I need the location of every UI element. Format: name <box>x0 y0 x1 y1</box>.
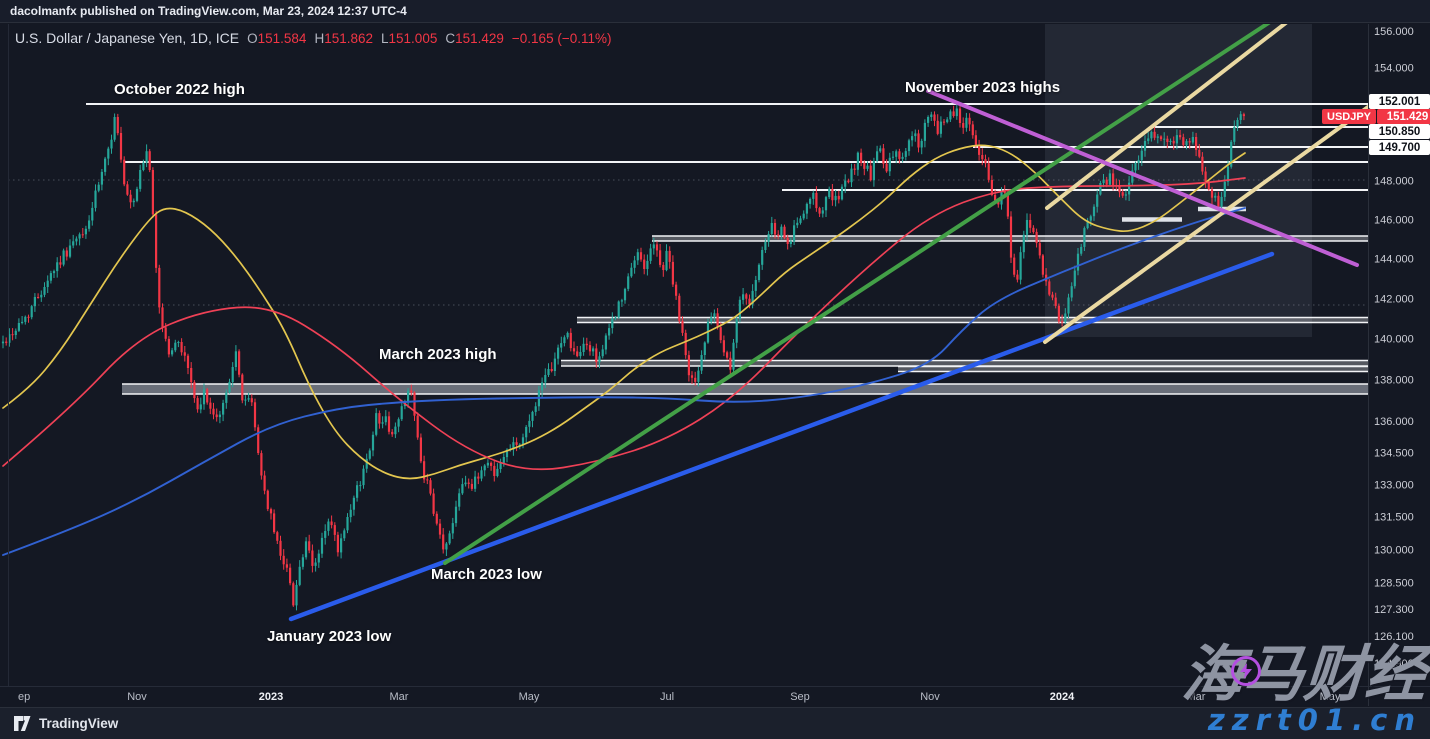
svg-text:142.000: 142.000 <box>1374 293 1414 305</box>
svg-text:Nov: Nov <box>920 691 940 703</box>
chart-annotation[interactable]: October 2022 high <box>114 81 245 98</box>
svg-text:124.900: 124.900 <box>1374 658 1414 670</box>
tradingview-logo-icon[interactable] <box>14 716 31 731</box>
svg-text:133.000: 133.000 <box>1374 480 1414 492</box>
svg-text:Jul: Jul <box>660 691 674 703</box>
tradingview-brand[interactable]: TradingView <box>39 716 119 731</box>
watermark-site-url: zzrt01.cn <box>1207 703 1422 737</box>
svg-text:2024: 2024 <box>1050 691 1075 703</box>
svg-text:2023: 2023 <box>259 691 283 703</box>
price-level-badge-152001: 152.001 <box>1369 94 1430 109</box>
svg-text:138.000: 138.000 <box>1374 375 1414 387</box>
change-value: −0.165 (−0.11%) <box>511 31 612 46</box>
attribution-bar: dacolmanfx published on TradingView.com,… <box>0 0 1430 23</box>
svg-text:134.500: 134.500 <box>1374 448 1414 460</box>
chart-annotation[interactable]: March 2023 low <box>431 566 542 583</box>
svg-text:136.000: 136.000 <box>1374 416 1414 428</box>
price-level-badge-150850: 150.850 <box>1369 124 1430 139</box>
svg-text:Nov: Nov <box>127 691 147 703</box>
svg-text:Mar: Mar <box>1187 691 1206 703</box>
symbol-title: U.S. Dollar / Japanese Yen, 1D, ICE <box>15 30 240 46</box>
chart-annotation[interactable]: November 2023 highs <box>905 79 1061 96</box>
attribution-text: dacolmanfx published on TradingView.com,… <box>10 4 407 18</box>
svg-text:Mar: Mar <box>390 691 409 703</box>
watermark-brand: 海马财经 <box>1179 639 1429 710</box>
lightning-bolt-icon <box>1231 656 1261 686</box>
chart-annotation[interactable]: March 2023 high <box>379 346 497 363</box>
svg-text:ep: ep <box>18 691 30 703</box>
current-price-badge: 151.429 <box>1377 109 1430 124</box>
symbol-tag: USDJPY <box>1322 109 1377 124</box>
current-price-row: USDJPY 151.429 <box>1322 109 1430 124</box>
svg-text:140.000: 140.000 <box>1374 334 1414 346</box>
close-value: C 151.429 <box>445 31 504 46</box>
svg-text:130.000: 130.000 <box>1374 544 1414 556</box>
svg-text:128.500: 128.500 <box>1374 577 1414 589</box>
svg-text:144.000: 144.000 <box>1374 254 1414 266</box>
svg-text:146.000: 146.000 <box>1374 214 1414 226</box>
svg-text:131.500: 131.500 <box>1374 512 1414 524</box>
svg-text:148.000: 148.000 <box>1374 176 1414 188</box>
footer-bar: TradingView <box>0 707 1430 739</box>
svg-text:156.000: 156.000 <box>1374 26 1414 38</box>
time-scale[interactable] <box>0 687 1368 707</box>
svg-text:Sep: Sep <box>790 691 810 703</box>
svg-text:May: May <box>519 691 540 703</box>
low-value: L 151.005 <box>381 31 438 46</box>
svg-text:126.100: 126.100 <box>1374 631 1414 643</box>
svg-text:May: May <box>1320 691 1341 703</box>
open-value: O 151.584 <box>247 31 307 46</box>
svg-text:127.300: 127.300 <box>1374 604 1414 616</box>
svg-text:154.000: 154.000 <box>1374 63 1414 75</box>
chart-annotation[interactable]: January 2023 low <box>267 628 392 645</box>
price-level-badge-149700: 149.700 <box>1369 140 1430 155</box>
symbol-legend[interactable]: U.S. Dollar / Japanese Yen, 1D, ICE O 151… <box>15 30 611 46</box>
high-value: H 151.862 <box>314 31 374 46</box>
